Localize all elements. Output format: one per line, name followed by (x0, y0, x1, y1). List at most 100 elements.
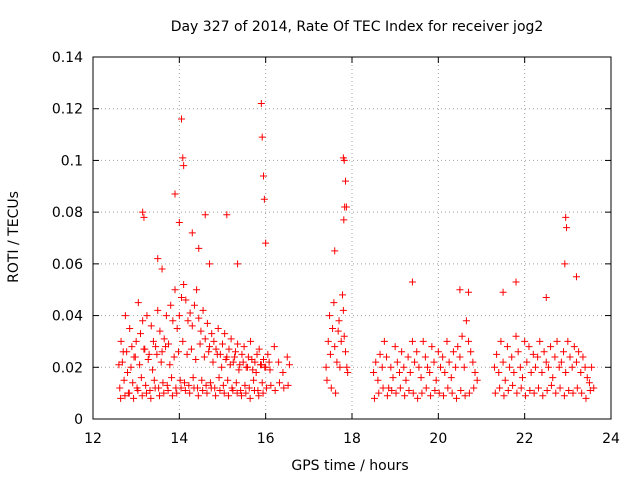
data-point (275, 379, 283, 387)
data-point (200, 353, 208, 361)
data-point (343, 363, 351, 371)
data-point (389, 374, 397, 382)
data-point (208, 330, 216, 338)
data-point (503, 343, 511, 351)
data-point (171, 286, 179, 294)
data-point (206, 343, 214, 351)
data-point (547, 381, 555, 389)
data-point (136, 361, 144, 369)
data-point (579, 353, 587, 361)
data-point (222, 356, 230, 364)
data-point (491, 389, 499, 397)
data-point (473, 376, 481, 384)
data-point (147, 322, 155, 330)
data-point (258, 133, 266, 141)
data-point (260, 356, 268, 364)
data-point (378, 363, 386, 371)
data-point (375, 389, 383, 397)
data-point (506, 363, 514, 371)
data-point (280, 384, 288, 392)
data-point (158, 348, 166, 356)
data-point (257, 100, 265, 108)
data-point (132, 337, 140, 345)
data-point (333, 358, 341, 366)
data-point (510, 368, 518, 376)
data-point (234, 340, 242, 348)
data-point (224, 376, 232, 384)
data-point (129, 379, 137, 387)
data-point (414, 394, 422, 402)
data-point (521, 337, 529, 345)
data-point (332, 389, 340, 397)
data-point (331, 247, 339, 255)
data-point (255, 392, 263, 400)
data-point (234, 260, 242, 268)
data-point (530, 389, 538, 397)
data-point (417, 374, 425, 382)
data-point (396, 384, 404, 392)
data-point (393, 358, 401, 366)
data-point (326, 350, 334, 358)
data-point (233, 389, 241, 397)
data-point (512, 332, 520, 340)
data-point (443, 337, 451, 345)
data-point (255, 345, 263, 353)
data-point (124, 368, 132, 376)
data-point (123, 348, 131, 356)
data-point (160, 389, 168, 397)
data-point (140, 345, 148, 353)
data-point (216, 387, 224, 395)
data-point (370, 368, 378, 376)
data-point (121, 392, 129, 400)
data-point (527, 368, 535, 376)
data-point (219, 381, 227, 389)
data-point (258, 379, 266, 387)
data-point (154, 255, 162, 263)
y-axis-label: ROTI / TECUs (6, 191, 22, 283)
data-point (517, 384, 525, 392)
data-point (223, 211, 231, 219)
data-point (239, 358, 247, 366)
data-point (330, 299, 338, 307)
data-point (329, 325, 337, 332)
data-point (572, 273, 580, 281)
data-point (570, 343, 578, 351)
data-point (190, 384, 198, 392)
data-point (334, 327, 342, 335)
data-point (462, 317, 470, 325)
data-point (245, 384, 253, 392)
data-point (201, 335, 209, 343)
data-point (207, 384, 215, 392)
data-point (199, 387, 207, 395)
data-point (125, 389, 133, 397)
data-point (514, 348, 522, 356)
data-point (564, 337, 572, 345)
data-point (340, 216, 348, 224)
data-point (555, 363, 563, 371)
data-point (501, 376, 509, 384)
data-point (168, 374, 176, 382)
data-point (409, 389, 417, 397)
data-point (388, 387, 396, 395)
data-point (406, 368, 414, 376)
data-point (188, 229, 196, 237)
data-point (549, 374, 557, 382)
data-point (283, 353, 291, 361)
data-point (534, 353, 542, 361)
data-point (465, 389, 473, 397)
y-tick-label: 0.06 (52, 257, 83, 273)
y-tick-label: 0.08 (52, 205, 83, 221)
data-point (392, 389, 400, 397)
data-point (143, 312, 151, 320)
data-point (229, 387, 237, 395)
data-point (164, 387, 172, 395)
data-point (427, 392, 435, 400)
data-point (471, 368, 479, 376)
data-point (335, 317, 343, 325)
data-point (525, 343, 533, 351)
data-point (323, 376, 331, 384)
data-point (237, 392, 245, 400)
data-point (266, 366, 274, 374)
data-point (383, 392, 391, 400)
data-point (238, 350, 246, 358)
